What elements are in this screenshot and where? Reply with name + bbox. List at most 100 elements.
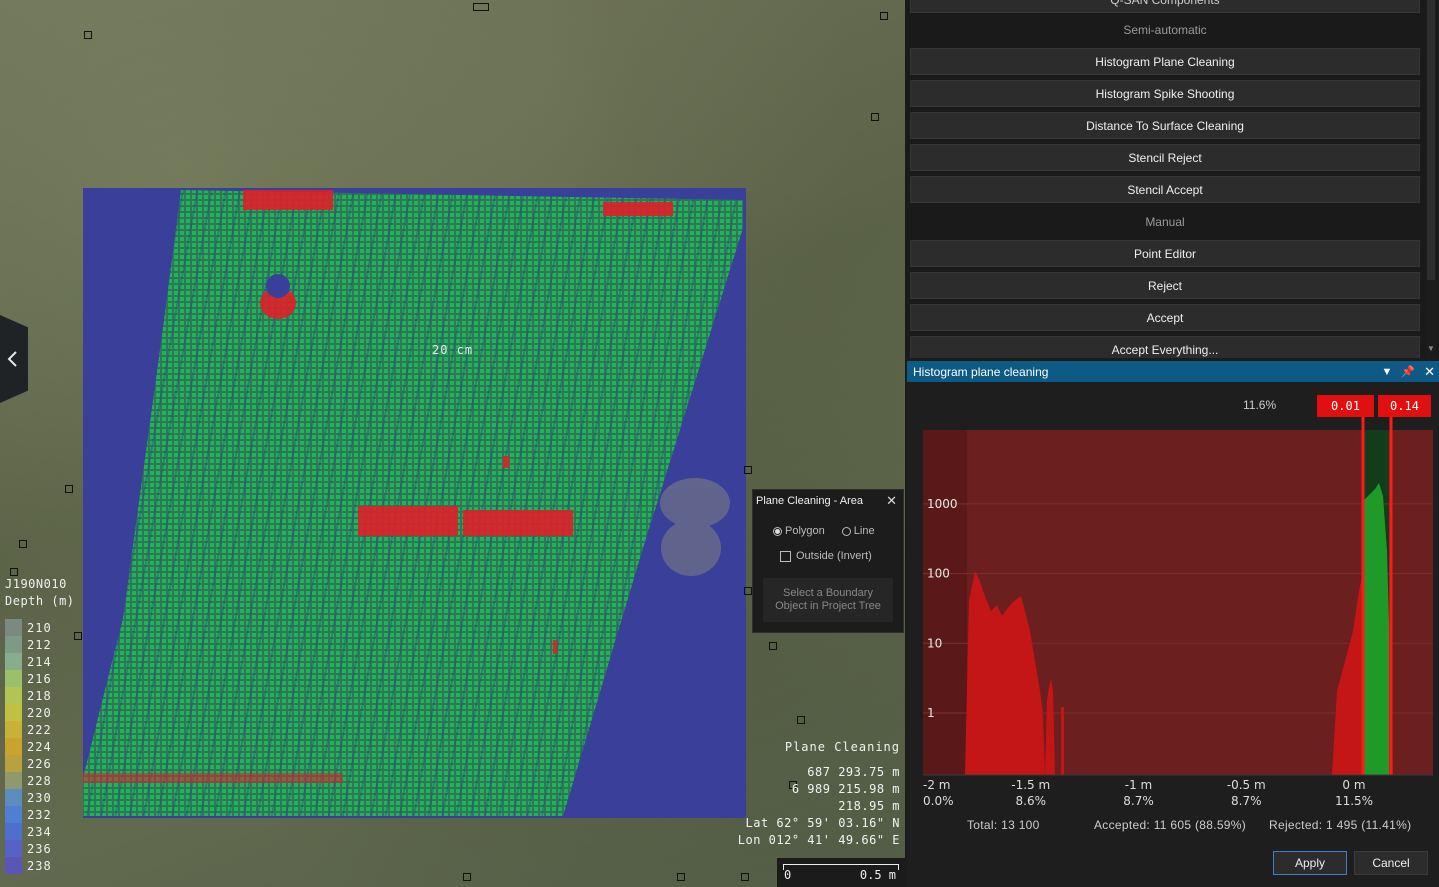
latitude-value: Lat 62° 59' 03.16" N <box>745 816 900 830</box>
selection-handle[interactable] <box>463 873 471 881</box>
legend-swatch <box>5 653 22 670</box>
tool-button-partial[interactable]: Q-SAN Components <box>910 0 1420 13</box>
legend-value: 236 <box>27 841 52 856</box>
selection-handle[interactable] <box>741 873 749 881</box>
y-tick-label: 100 <box>927 567 950 581</box>
stencil-reject-button[interactable]: Stencil Reject <box>910 144 1420 171</box>
histogram-title: Histogram plane cleaning <box>913 364 1049 379</box>
dropdown-icon[interactable]: ▼ <box>1381 365 1393 378</box>
selection-handle[interactable] <box>677 873 685 881</box>
legend-entry: 218 <box>5 687 75 704</box>
close-icon[interactable]: ✕ <box>886 493 897 508</box>
pin-icon[interactable]: 📌 <box>1401 366 1416 378</box>
distance-to-surface-cleaning-button[interactable]: Distance To Surface Cleaning <box>910 112 1420 139</box>
selection-handle[interactable] <box>84 31 92 39</box>
rejected-histogram-right <box>1332 571 1363 775</box>
info-title: Plane Cleaning <box>784 740 900 754</box>
legend-entry: 226 <box>5 755 75 772</box>
legend-swatch <box>5 670 22 687</box>
threshold-high-box[interactable]: 0.14 <box>1378 395 1431 417</box>
legend-entry: 234 <box>5 823 75 840</box>
cursor-info: Plane Cleaning 687 293.75 m 6 989 215.98… <box>738 739 900 849</box>
accept-button[interactable]: Accept <box>910 304 1420 331</box>
accept-everything-button[interactable]: Accept Everything... <box>910 336 1420 358</box>
histogram-spike-shooting-button[interactable]: Histogram Spike Shooting <box>910 80 1420 107</box>
legend-title: J190N010 <box>5 577 67 591</box>
histogram-plane-cleaning-button[interactable]: Histogram Plane Cleaning <box>910 48 1420 75</box>
legend-swatch <box>5 721 22 738</box>
legend-subtitle: Depth (m) <box>5 594 75 608</box>
legend-entry: 212 <box>5 636 75 653</box>
line-radio[interactable]: Line <box>841 525 875 537</box>
scale-bar-start: 0 <box>784 868 792 882</box>
legend-swatch <box>5 806 22 823</box>
scrollbar-thumb[interactable] <box>1427 0 1435 280</box>
checkbox-icon <box>780 550 791 562</box>
legend-value: 216 <box>27 671 52 686</box>
histogram-chart[interactable]: 1000 100 10 1 -2 m 0.0% -1.5 m 8.6% -1 m 8.7% -0.5… <box>907 361 1439 887</box>
selection-handle[interactable] <box>769 642 777 650</box>
legend-value: 238 <box>27 858 52 873</box>
legend-entry: 238 <box>5 857 75 874</box>
outside-invert-checkbox[interactable]: Outside (Invert) <box>780 550 872 562</box>
popup-header: Plane Cleaning - Area ✕ <box>753 490 903 512</box>
polygon-radio[interactable]: Polygon <box>773 525 825 537</box>
section-manual: Manual <box>1145 214 1185 229</box>
longitude-value: Lon 012° 41' 49.66" E <box>737 833 900 847</box>
selection-handle[interactable] <box>65 485 73 493</box>
scale-bar: 0 0.5 m <box>777 858 905 887</box>
legend-value: 224 <box>27 739 52 754</box>
rejected-histogram-left <box>965 571 1045 775</box>
legend-value: 220 <box>27 705 52 720</box>
map-viewport[interactable]: 20 cm J190N010 Depth (m) 210 212 214 216 218… <box>0 0 905 887</box>
point-editor-button[interactable]: Point Editor <box>910 240 1420 267</box>
histogram-title-bar: Histogram plane cleaning ▼ 📌 ✕ <box>907 361 1439 382</box>
legend-entry: 216 <box>5 670 75 687</box>
grid-scale-label: 20 cm <box>432 343 474 357</box>
selection-handle[interactable] <box>744 466 752 474</box>
legend-swatch <box>5 704 22 721</box>
legend-swatch <box>5 687 22 704</box>
total-count: Total: 13 100 <box>967 818 1040 832</box>
apply-button[interactable]: Apply <box>1273 851 1347 875</box>
threshold-low-box[interactable]: 0.01 <box>1317 395 1374 417</box>
x-tick-percent: 11.5% <box>1335 794 1373 808</box>
cancel-button[interactable]: Cancel <box>1354 851 1428 875</box>
tools-scrollbar[interactable]: ▼ <box>1426 0 1436 358</box>
legend-swatch <box>5 857 22 874</box>
legend-value: 210 <box>27 620 52 635</box>
outside-label: Outside (Invert) <box>796 550 872 562</box>
selection-handle[interactable] <box>744 587 752 595</box>
y-tick-label: 10 <box>927 636 942 650</box>
selection-handle[interactable] <box>19 540 27 548</box>
close-icon[interactable]: ✕ <box>1424 363 1435 379</box>
rejected-histogram-spike <box>1045 679 1055 775</box>
legend-swatch <box>5 636 22 653</box>
point-cloud-survey[interactable] <box>83 188 746 818</box>
legend-value: 222 <box>27 722 52 737</box>
collapse-panel-button[interactable] <box>0 315 28 403</box>
selection-handle[interactable] <box>880 12 888 20</box>
reject-button[interactable]: Reject <box>910 272 1420 299</box>
selection-handle[interactable] <box>10 568 18 576</box>
selection-handle[interactable] <box>789 781 797 789</box>
legend-swatch <box>5 619 22 636</box>
selection-handle[interactable] <box>473 3 489 11</box>
legend-swatch <box>5 840 22 857</box>
legend-swatch <box>5 823 22 840</box>
x-tick-percent: 8.7% <box>1123 794 1154 808</box>
legend-value: 226 <box>27 756 52 771</box>
stencil-accept-button[interactable]: Stencil Accept <box>910 176 1420 203</box>
selection-handle[interactable] <box>797 716 805 724</box>
scroll-down-icon[interactable]: ▼ <box>1427 344 1435 353</box>
selection-handle[interactable] <box>74 632 82 640</box>
radio-unselected-icon <box>841 526 851 536</box>
legend-entry: 224 <box>5 738 75 755</box>
legend-entry: 222 <box>5 721 75 738</box>
legend-entry: 220 <box>5 704 75 721</box>
legend-value: 230 <box>27 790 52 805</box>
legend-value: 218 <box>27 688 52 703</box>
selection-handle[interactable] <box>871 113 879 121</box>
rejected-histogram-spike <box>1061 707 1064 775</box>
legend-swatch <box>5 755 22 772</box>
